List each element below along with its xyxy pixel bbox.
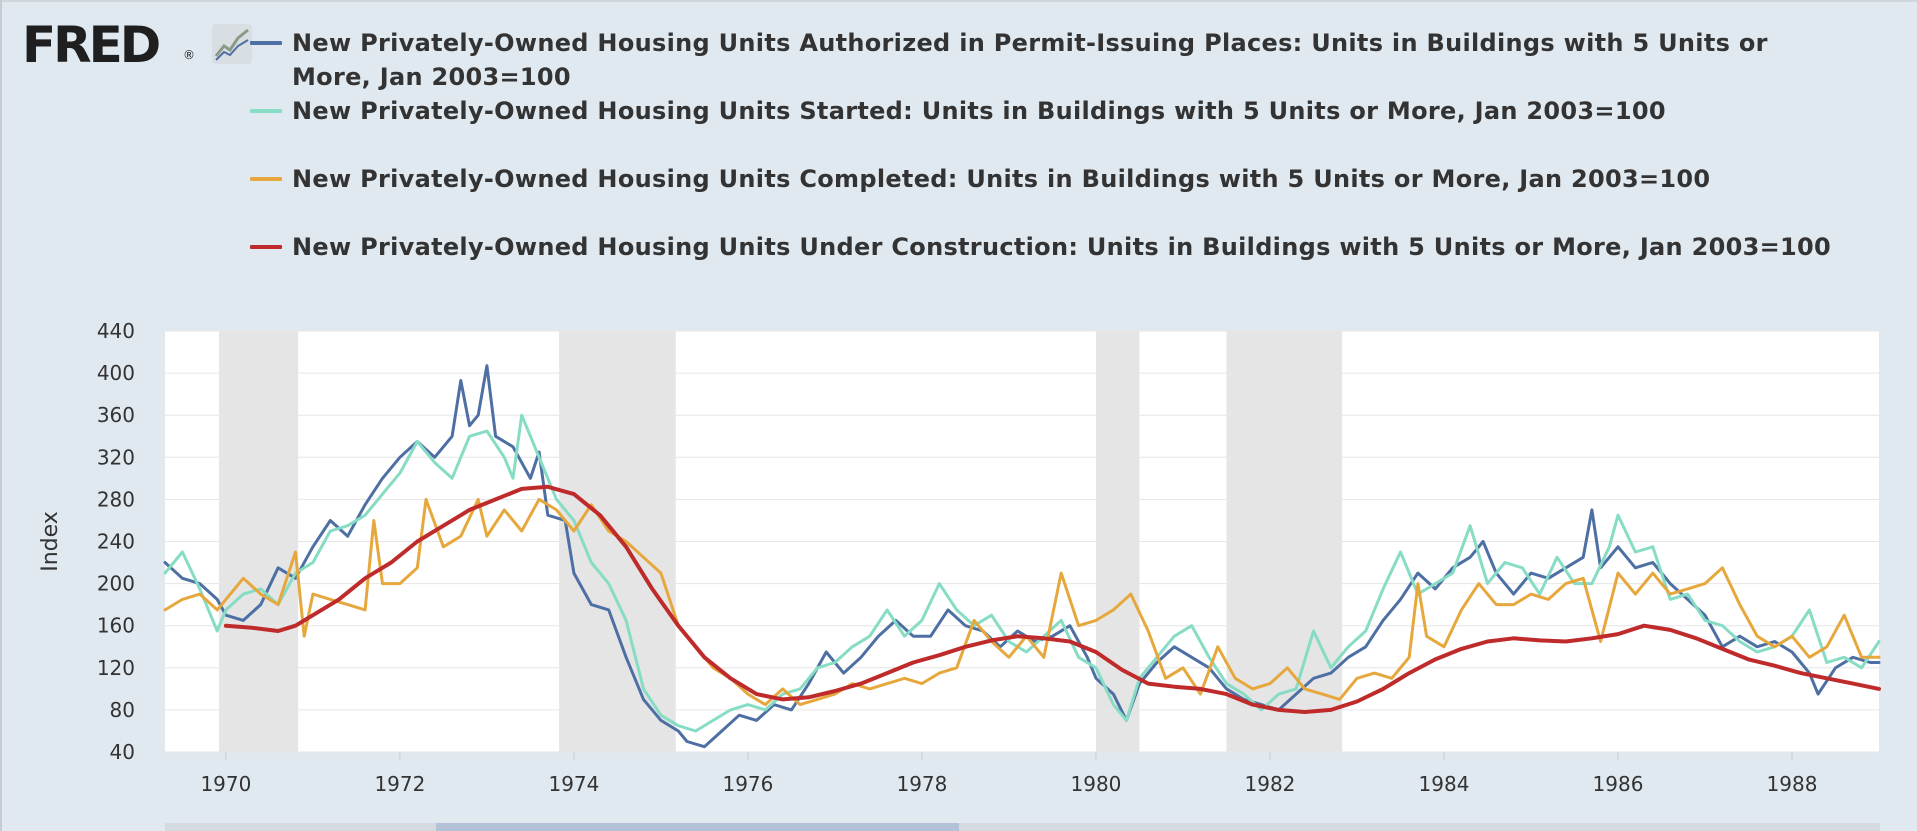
legend-swatch-permits: [250, 41, 282, 45]
x-tick-label: 1982: [1245, 772, 1296, 796]
x-tick-label: 1974: [548, 772, 599, 796]
logo-text: FRED: [22, 16, 161, 74]
range-navigator-track[interactable]: [165, 823, 1880, 831]
series-under-construction-line: [223, 484, 1881, 714]
y-tick-label: 200: [97, 572, 135, 596]
y-tick-label: 240: [97, 530, 135, 554]
x-tick-label: 1978: [896, 772, 947, 796]
y-tick-label: 280: [97, 487, 135, 511]
legend-label-starts: New Privately-Owned Housing Units Starte…: [292, 97, 1666, 125]
legend-label-permits: New Privately-Owned Housing Units Author…: [292, 29, 1768, 91]
y-tick-label: 360: [97, 403, 135, 427]
x-tick-label: 1986: [1593, 772, 1644, 796]
x-tick-label: 1988: [1767, 772, 1818, 796]
x-tick-label: 1984: [1419, 772, 1470, 796]
y-tick-label: 120: [97, 656, 135, 680]
y-tick-label: 400: [97, 361, 135, 385]
top-border: [0, 0, 1917, 2]
series-completions-line: [163, 497, 1881, 707]
legend-swatch-completions: [250, 177, 282, 181]
x-tick-label: 1976: [722, 772, 773, 796]
y-axis-label: Index: [38, 511, 63, 572]
legend-label-under-construction: New Privately-Owned Housing Units Under …: [292, 233, 1832, 261]
x-tick-label: 1980: [1071, 772, 1122, 796]
x-tick-label: 1972: [374, 772, 425, 796]
legend-swatch-starts: [250, 109, 282, 113]
line-chart-icon: [212, 24, 252, 64]
legend-swatch-under-construction: [250, 245, 282, 249]
x-tick-label: 1970: [200, 772, 251, 796]
y-tick-label: 80: [110, 698, 135, 722]
registered-mark: ®: [183, 48, 195, 62]
legend-label-completions: New Privately-Owned Housing Units Comple…: [292, 165, 1711, 193]
y-tick-label: 160: [97, 614, 135, 638]
fred-logo[interactable]: FRED ®: [22, 16, 252, 74]
left-border: [0, 0, 2, 831]
y-tick-label: 40: [110, 740, 135, 764]
range-navigator-handle[interactable]: [436, 823, 959, 831]
y-tick-label: 320: [97, 445, 135, 469]
y-tick-label: 440: [97, 319, 135, 343]
